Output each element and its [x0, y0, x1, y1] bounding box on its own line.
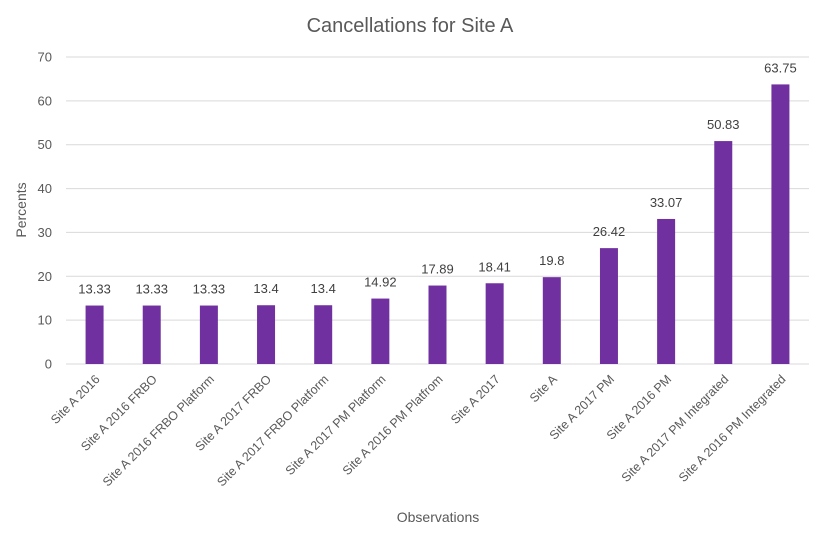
y-tick-label: 50	[38, 137, 52, 152]
bar	[85, 305, 104, 364]
data-label: 13.4	[253, 281, 278, 296]
y-tick-label: 10	[38, 313, 52, 328]
bar	[142, 305, 161, 364]
data-label: 13.33	[78, 282, 111, 297]
chart-title: Cancellations for Site A	[307, 15, 514, 37]
gridlines	[66, 56, 809, 365]
x-category-label: Site A 2016	[48, 372, 103, 427]
bar	[199, 305, 218, 364]
y-tick-label: 60	[38, 93, 52, 108]
data-label: 26.42	[593, 224, 626, 239]
data-label: 13.33	[193, 282, 226, 297]
data-label: 19.8	[539, 253, 564, 268]
x-axis-title: Observations	[397, 509, 479, 525]
y-tick-label: 40	[38, 181, 52, 196]
bar	[771, 84, 790, 365]
bar	[657, 218, 676, 364]
data-label: 63.75	[764, 60, 797, 75]
y-tick-label: 70	[38, 50, 52, 65]
y-tick-label: 20	[38, 269, 52, 284]
x-category-label: Site A 2017 PM Platform	[283, 372, 389, 478]
x-category-label: Site A 2017	[448, 372, 503, 427]
bar	[714, 141, 733, 364]
x-category-label: Site A 2017 FRBO Platform	[214, 372, 331, 489]
data-label: 33.07	[650, 195, 683, 210]
x-category-label: Site A 2016 FRBO Platform	[100, 372, 217, 489]
bar	[314, 305, 333, 364]
y-tick-label: 0	[45, 357, 52, 372]
x-category-label: Site A 2017 PM Integrated	[619, 372, 732, 485]
bar	[542, 277, 561, 364]
y-axis-title: Percents	[13, 182, 29, 237]
data-label: 13.4	[311, 281, 336, 296]
data-label: 13.33	[135, 282, 168, 297]
data-label: 14.92	[364, 275, 397, 290]
bar	[371, 298, 390, 364]
data-label: 50.83	[707, 117, 740, 132]
x-category-label: Site A	[527, 372, 560, 405]
bars	[85, 84, 790, 365]
data-labels: 13.33 13.33 13.33 13.4 13.4 14.92 17.89 18.41 19…	[78, 60, 796, 296]
bar	[428, 285, 447, 364]
y-tick-label: 30	[38, 225, 52, 240]
y-axis-ticks: 0 10 20 30 40 50 60 70	[38, 50, 52, 372]
x-category-label: Site A 2016 PM Platfrom	[340, 372, 446, 478]
x-category-label: Site A 2016 PM Integrated	[676, 372, 789, 485]
data-label: 17.89	[421, 262, 454, 277]
bar	[257, 305, 276, 364]
bar	[485, 283, 504, 364]
bar	[599, 248, 618, 364]
data-label: 18.41	[478, 259, 511, 274]
